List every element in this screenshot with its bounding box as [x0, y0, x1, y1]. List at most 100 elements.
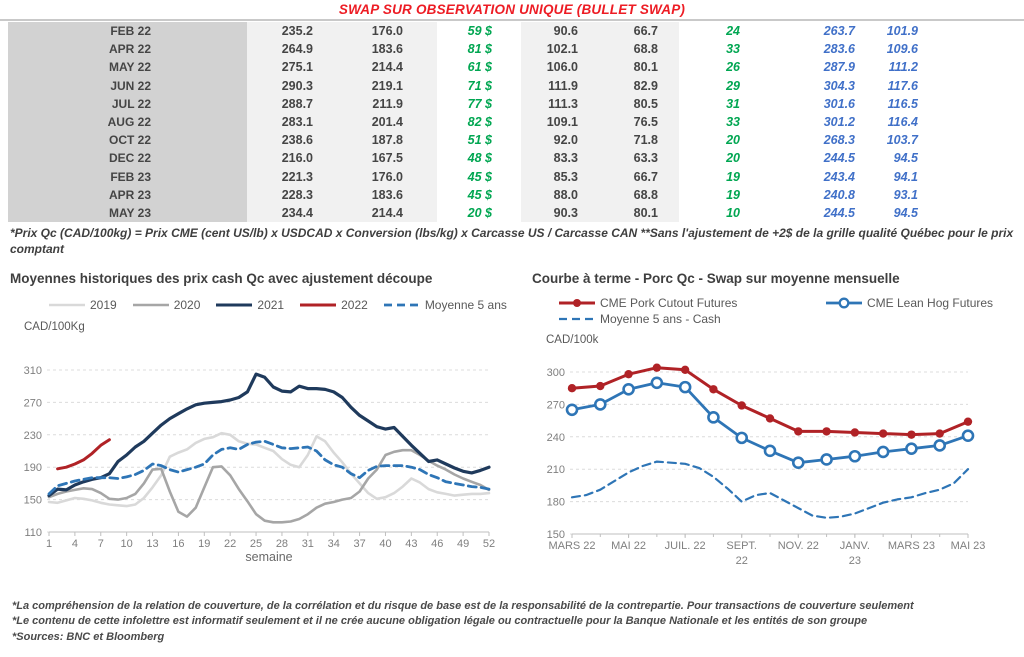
value-cell: 283.6 [823, 42, 855, 57]
legend-label: Moyenne 5 ans [424, 298, 507, 312]
series-cme-pork-cutout-futures [570, 366, 970, 437]
value-cell: 76.5 [601, 112, 679, 132]
value-cell: 111.3 [521, 94, 601, 113]
right-chart-legend: CME Pork Cutout Futures CME Lean Hog Futu… [558, 296, 1024, 326]
svg-text:310: 310 [24, 365, 42, 377]
disclaimer-line: *Sources: BNC et Bloomberg [12, 630, 165, 643]
legend-swatch-icon [49, 303, 85, 307]
value-cell: 288.7 [247, 94, 345, 113]
value-cell: 244.5 [823, 205, 855, 220]
legend-item: 2021 [215, 298, 284, 312]
value-cell: 216.0 [247, 149, 345, 168]
legend-label: Moyenne 5 ans - Cash [600, 312, 721, 326]
value-cell: 244.5 [823, 151, 855, 166]
value-cell: 88.0 [521, 185, 601, 204]
value-cell: 287.9 [823, 60, 855, 75]
value-cell: 80.1 [601, 203, 679, 223]
legend-label: 2022 [341, 298, 368, 312]
month-cell: APR 23 [8, 185, 247, 204]
value-cell: 66.7 [601, 167, 679, 186]
series-moyenne-5-ans [47, 439, 491, 496]
month-cell: MAY 23 [8, 203, 247, 223]
svg-text:150: 150 [24, 495, 42, 507]
left-chart-legend: 2019 2020 2021 2022 Moyenne 5 ans [48, 298, 516, 312]
value-cell: 116.4 [887, 114, 918, 129]
value-cell: 66.7 [601, 22, 679, 41]
page-title: SWAP SUR OBSERVATION UNIQUE (BULLET SWAP… [338, 2, 686, 17]
svg-text:22: 22 [736, 555, 748, 567]
svg-text:NOV. 22: NOV. 22 [778, 540, 819, 552]
series-2021 [47, 372, 491, 498]
value-cell: 117.6 [887, 78, 918, 93]
legend-item: CME Pork Cutout Futures [558, 296, 810, 310]
disclaimer-line: *Le contenu de cette infolettre est info… [12, 615, 868, 628]
value-cell: 90.6 [521, 22, 601, 41]
legend-label: 2021 [257, 298, 285, 312]
value-cell: 45 $ [467, 187, 492, 202]
legend-swatch-icon [300, 303, 337, 307]
value-cell: 211.9 [345, 94, 437, 113]
value-cell: 82 $ [467, 114, 492, 129]
value-cell: 20 [726, 133, 740, 148]
value-cell: 92.0 [521, 131, 601, 150]
series-2020 [47, 448, 491, 524]
svg-text:MARS 23: MARS 23 [888, 540, 935, 552]
disclaimer-line: *La compréhension de la relation de couv… [12, 600, 914, 612]
legend-item: 2022 [299, 298, 368, 312]
value-cell: 94.5 [893, 151, 918, 166]
value-cell: 268.3 [823, 133, 855, 148]
value-cell: 68.8 [601, 185, 679, 204]
month-cell: JUN 22 [8, 76, 247, 95]
month-cell: AUG 22 [8, 112, 247, 132]
value-cell: 19 [726, 169, 740, 184]
month-cell: JUL 22 [8, 94, 247, 113]
value-cell: 238.6 [247, 131, 345, 150]
value-cell: 240.8 [823, 187, 855, 202]
legend-swatch-icon [216, 303, 253, 307]
value-cell: 59 $ [467, 24, 492, 38]
month-cell: FEB 23 [8, 167, 247, 186]
value-cell: 301.6 [823, 96, 855, 111]
svg-text:31: 31 [302, 538, 314, 550]
value-cell: 111.2 [888, 60, 918, 75]
svg-text:270: 270 [547, 399, 565, 411]
value-cell: 263.7 [823, 24, 855, 38]
value-cell: 214.4 [345, 58, 437, 77]
month-cell: MAY 22 [8, 58, 247, 77]
value-cell: 19 [726, 187, 740, 202]
svg-text:1: 1 [46, 538, 52, 550]
svg-text:4: 4 [72, 538, 78, 550]
legend-label: 2019 [90, 298, 117, 312]
month-cell: APR 22 [8, 40, 247, 59]
svg-text:MAI 22: MAI 22 [611, 540, 646, 552]
value-cell: 176.0 [345, 167, 437, 186]
svg-text:37: 37 [353, 538, 365, 550]
value-cell: 61 $ [467, 60, 492, 75]
value-cell: 26 [726, 60, 740, 75]
value-cell: 221.3 [247, 167, 345, 186]
value-cell: 24 [726, 24, 740, 38]
value-cell: 82.9 [601, 76, 679, 95]
legend-item: Moyenne 5 ans - Cash [558, 312, 810, 326]
svg-text:110: 110 [24, 527, 42, 539]
svg-text:230: 230 [24, 430, 42, 442]
svg-text:49: 49 [457, 538, 469, 550]
value-cell: 94.1 [893, 169, 918, 184]
disclaimer-block: *La compréhension de la relation de couv… [12, 599, 1012, 645]
value-cell: 187.8 [345, 131, 437, 150]
svg-text:190: 190 [24, 462, 42, 474]
month-cell: FEB 22 [8, 22, 247, 41]
legend-label: CME Lean Hog Futures [867, 296, 994, 310]
svg-text:22: 22 [224, 538, 236, 550]
value-cell: 80.1 [601, 58, 679, 77]
value-cell: 77 $ [467, 96, 492, 111]
value-cell: 31 [726, 96, 740, 111]
value-cell: 106.0 [521, 58, 601, 77]
value-cell: 183.6 [345, 185, 437, 204]
svg-text:34: 34 [328, 538, 340, 550]
svg-text:JANV.: JANV. [840, 540, 870, 552]
value-cell: 51 $ [467, 133, 492, 148]
right-chart-title: Courbe à terme - Porc Qc - Swap sur moye… [532, 271, 900, 286]
value-cell: 81 $ [467, 42, 492, 57]
value-cell: 275.1 [247, 58, 345, 77]
